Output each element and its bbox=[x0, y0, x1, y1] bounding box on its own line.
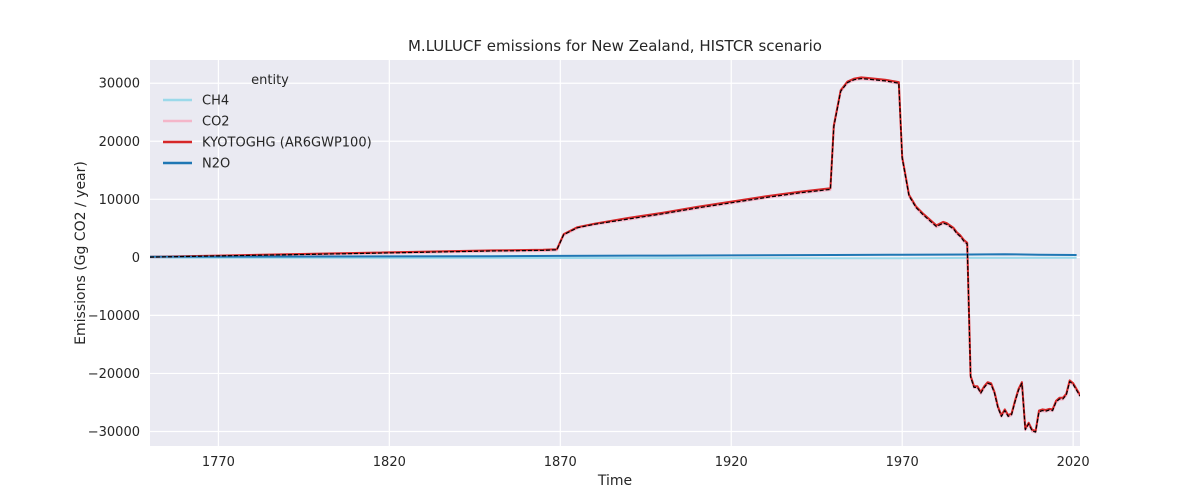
y-tick-label: −10000 bbox=[88, 309, 140, 324]
x-tick-label: 1820 bbox=[373, 455, 406, 470]
x-tick-label: 1770 bbox=[202, 455, 235, 470]
plot-area bbox=[150, 60, 1080, 446]
series-line-ch4 bbox=[150, 256, 1077, 260]
series-line-kyotoghg-ar6gwp100 bbox=[150, 76, 1080, 432]
y-tick-label: −30000 bbox=[88, 425, 140, 440]
y-axis-label: Emissions (Gg CO2 / year) bbox=[73, 161, 89, 345]
x-tick-label: 1920 bbox=[715, 455, 748, 470]
y-tick-label: 10000 bbox=[99, 193, 140, 208]
series-line-n2o bbox=[150, 253, 1077, 258]
y-tick-labels: −30000 −20000 −10000 0 10000 20000 30000 bbox=[88, 77, 140, 440]
legend-label-n2o: N2O bbox=[202, 157, 230, 172]
y-tick-label: 0 bbox=[132, 251, 140, 266]
x-tick-labels: 1770 1820 1870 1920 1970 2020 bbox=[202, 455, 1090, 470]
x-tick-label: 1970 bbox=[886, 455, 919, 470]
legend-title: entity bbox=[251, 73, 289, 88]
legend: entity CH4 CO2 KYOTOGHG (AR6GWP100) N2O bbox=[163, 73, 372, 172]
y-tick-label: −20000 bbox=[88, 367, 140, 382]
series-line-total-dashed bbox=[150, 77, 1080, 433]
y-tick-label: 30000 bbox=[99, 77, 140, 92]
legend-label-kyotoghg-ar6gwp100: KYOTOGHG (AR6GWP100) bbox=[202, 136, 372, 151]
legend-label-co2: CO2 bbox=[202, 115, 230, 130]
chart-title: M.LULUCF emissions for New Zealand, HIST… bbox=[408, 37, 822, 55]
x-axis-label: Time bbox=[597, 473, 632, 489]
x-tick-label: 1870 bbox=[544, 455, 577, 470]
x-tick-label: 2020 bbox=[1057, 455, 1090, 470]
legend-label-ch4: CH4 bbox=[202, 94, 229, 109]
series-lines bbox=[150, 76, 1080, 434]
y-tick-label: 20000 bbox=[99, 135, 140, 150]
